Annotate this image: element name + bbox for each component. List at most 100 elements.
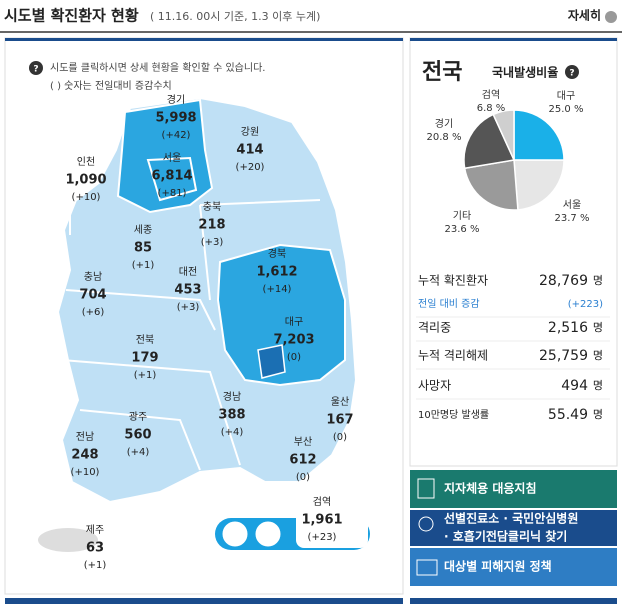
region-name[interactable]: 제주 [86,524,104,536]
region-name[interactable]: 인천 [77,156,95,168]
region-count[interactable]: 414 [236,143,263,158]
subtitle: ( 11.16. 00시 기준, 1.3 이후 누계) [150,10,320,23]
link-text[interactable]: 지자체용 대응지침 [444,481,537,496]
more-link[interactable]: 자세히 [568,8,601,23]
map-daegu[interactable] [257,344,286,379]
stat-value: 2,516 [548,320,588,336]
region-change[interactable]: (+3) [201,237,224,248]
region-count[interactable]: 167 [326,413,353,428]
pie-label-value: 23.7 % [555,213,590,224]
region-name[interactable]: 경기 [167,93,185,106]
region-count[interactable]: 612 [289,453,316,468]
more-icon[interactable] [605,11,617,23]
region-change[interactable]: (+81) [158,188,187,199]
stat-unit: 명 [593,408,603,421]
region-change[interactable]: (+3) [177,302,200,313]
map-panel-top [5,38,403,41]
region-name[interactable]: 울산 [331,396,349,408]
region-count[interactable]: 248 [71,448,98,463]
title: 시도별 확진환자 현황 [4,7,139,25]
pie-slice [513,159,565,211]
region-count[interactable]: 6,814 [151,169,192,184]
region-change[interactable]: (+1) [84,560,107,571]
stat-value: 28,769 [539,273,588,289]
folder-icon [416,559,438,576]
info-icon [29,61,43,75]
info-mark: ? [33,65,38,75]
region-change[interactable]: (+14) [263,284,292,295]
stat-label: 10만명당 발생률 [418,409,489,421]
notice: 시도를 클릭하시면 상세 현황을 확인할 수 있습니다. [50,61,265,74]
region-name[interactable]: 경남 [223,390,241,403]
region-name[interactable]: 대구 [285,316,303,328]
region-name[interactable]: 세종 [134,224,152,236]
region-name[interactable]: 부산 [294,436,312,448]
region-count[interactable]: 85 [134,241,152,256]
region-count[interactable]: 1,612 [256,265,297,280]
region-count[interactable]: 63 [86,541,104,556]
region-count[interactable]: 453 [174,283,201,298]
airport-icon[interactable] [221,520,249,548]
help-icon [565,65,579,79]
region-count[interactable]: 179 [131,351,158,366]
region-count[interactable]: 1,090 [65,173,106,188]
map-jeju[interactable] [38,528,98,552]
link-button[interactable] [410,470,617,508]
stat-unit: 명 [593,379,603,392]
map-border [69,181,101,235]
stat-value: 55.49 [548,407,588,423]
region-change[interactable]: (+1) [134,370,157,381]
region-count[interactable]: 388 [218,408,245,423]
region-count[interactable]: 7,203 [273,333,314,348]
help-mark: ? [569,69,574,79]
region-change[interactable]: (+1) [132,260,155,271]
pie-label-name: 서울 [563,199,581,211]
region-change[interactable]: (0) [287,352,301,363]
region-change[interactable]: (+10) [72,192,101,203]
region-name[interactable]: 경북 [268,247,286,260]
pie-label-value: 6.8 % [477,103,506,114]
region-name[interactable]: 서울 [163,152,181,164]
region-change[interactable]: (+20) [236,162,265,173]
region-name[interactable]: 충북 [203,201,221,213]
region-change[interactable]: (+6) [82,307,105,318]
link-button[interactable] [410,510,617,546]
region-name[interactable]: 전북 [136,334,154,346]
region-change[interactable]: (0) [296,472,310,483]
stat-label: 전일 대비 증감 [418,298,480,310]
doc-icon [417,478,435,499]
link-button[interactable] [410,548,617,586]
region-change[interactable]: (+42) [162,130,191,141]
region-change[interactable]: (+4) [127,447,150,458]
map-seoul[interactable] [146,156,198,202]
map-gyeongbuk[interactable] [216,243,346,387]
pie-label-name: 검역 [482,89,500,101]
region-change[interactable]: (+10) [71,467,100,478]
port-icon[interactable] [254,520,282,548]
stat-label: 누적 격리해제 [418,349,488,363]
region-change[interactable]: (0) [333,432,347,443]
region-count[interactable]: 560 [124,428,151,443]
region-count[interactable]: 5,998 [155,111,196,126]
stat-value: (+223) [568,299,603,310]
region-name[interactable]: 강원 [241,126,259,138]
link-text[interactable]: · 호흡기전담클리닉 찾기 [444,529,567,544]
link-text[interactable]: 대상별 피해지원 정책 [444,559,552,574]
region-change[interactable]: (+23) [308,532,337,543]
pie-label-name: 대구 [557,90,575,102]
region-change[interactable]: (+4) [221,427,244,438]
pie-title: 국내발생비율 [492,65,558,80]
region-name[interactable]: 전남 [76,431,94,443]
region-name[interactable]: 충남 [84,271,102,283]
region-name[interactable]: 대전 [179,266,197,278]
region-count[interactable]: 1,961 [301,513,342,528]
pie-label-name: 경기 [435,117,453,130]
region-name[interactable]: 광주 [129,411,147,423]
region-name[interactable]: 검역 [313,496,331,508]
region-count[interactable]: 704 [79,288,106,303]
pie-slice [492,109,515,161]
link-text[interactable]: 선별진료소 · 국민안심병원 [444,511,578,526]
stat-unit: 명 [593,349,603,362]
region-count[interactable]: 218 [198,218,225,233]
